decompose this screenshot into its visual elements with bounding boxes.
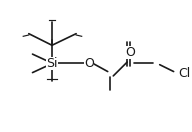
Text: O: O [84, 57, 94, 70]
Text: Cl: Cl [178, 67, 190, 80]
Text: Si: Si [46, 57, 58, 70]
Text: O: O [125, 46, 135, 58]
